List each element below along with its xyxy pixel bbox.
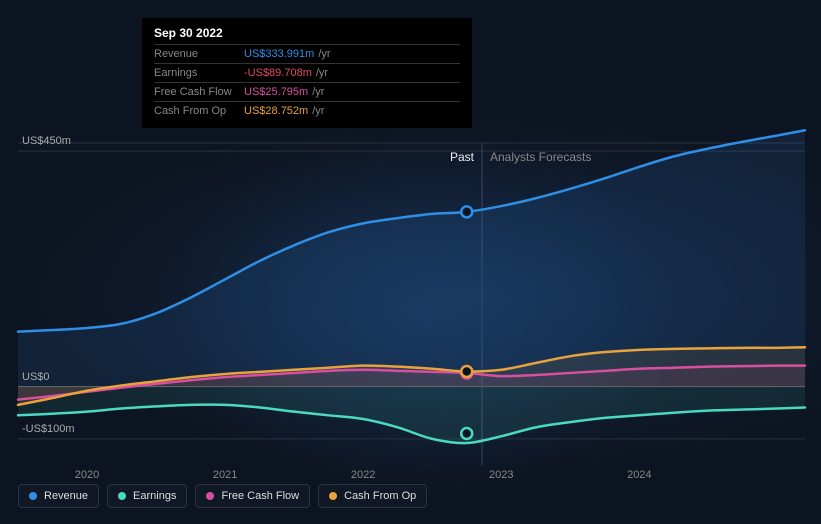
- tooltip-row-value: US$28.752m: [244, 105, 308, 117]
- legend-dot-icon: [206, 492, 214, 500]
- legend-dot-icon: [29, 492, 37, 500]
- y-axis-tick-label: US$450m: [22, 135, 71, 147]
- tooltip-row: Free Cash FlowUS$25.795m/yr: [154, 82, 460, 101]
- x-axis-tick-label: 2023: [489, 469, 513, 481]
- legend-dot-icon: [329, 492, 337, 500]
- legend-item-earnings[interactable]: Earnings: [107, 484, 187, 508]
- tooltip-row-label: Free Cash Flow: [154, 86, 244, 98]
- legend-item-fcf[interactable]: Free Cash Flow: [195, 484, 310, 508]
- tooltip-row: Cash From OpUS$28.752m/yr: [154, 101, 460, 120]
- legend-item-revenue[interactable]: Revenue: [18, 484, 99, 508]
- tooltip-row: RevenueUS$333.991m/yr: [154, 44, 460, 63]
- tooltip-date: Sep 30 2022: [154, 26, 460, 40]
- tooltip-row-label: Revenue: [154, 48, 244, 60]
- chart-legend: Revenue Earnings Free Cash Flow Cash From O…: [18, 484, 427, 508]
- marker-earnings: [461, 428, 472, 439]
- past-section-label: Past: [450, 150, 474, 164]
- x-axis-tick-label: 2021: [213, 469, 237, 481]
- y-axis-tick-label: -US$100m: [22, 423, 75, 435]
- chart-tooltip: Sep 30 2022 RevenueUS$333.991m/yrEarning…: [142, 18, 472, 128]
- legend-item-cfo[interactable]: Cash From Op: [318, 484, 427, 508]
- tooltip-row-value: -US$89.708m: [244, 67, 312, 79]
- x-axis-tick-label: 2024: [627, 469, 651, 481]
- y-axis-tick-label: US$0: [22, 371, 50, 383]
- x-axis-tick-label: 2022: [351, 469, 375, 481]
- legend-item-label: Earnings: [133, 490, 176, 502]
- tooltip-row-value: US$333.991m: [244, 48, 314, 60]
- legend-item-label: Free Cash Flow: [221, 490, 299, 502]
- legend-dot-icon: [118, 492, 126, 500]
- tooltip-row-unit: /yr: [312, 105, 324, 117]
- financials-chart-container: { "layout": { "width": 821, "height": 52…: [0, 0, 821, 524]
- tooltip-row: Earnings-US$89.708m/yr: [154, 63, 460, 82]
- tooltip-row-unit: /yr: [318, 48, 330, 60]
- tooltip-row-unit: /yr: [316, 67, 328, 79]
- tooltip-row-value: US$25.795m: [244, 86, 308, 98]
- tooltip-row-label: Earnings: [154, 67, 244, 79]
- tooltip-rows: RevenueUS$333.991m/yrEarnings-US$89.708m…: [154, 44, 460, 120]
- marker-cfo: [461, 366, 472, 377]
- x-axis-tick-label: 2020: [75, 469, 99, 481]
- legend-item-label: Revenue: [44, 490, 88, 502]
- tooltip-row-unit: /yr: [312, 86, 324, 98]
- tooltip-row-label: Cash From Op: [154, 105, 244, 117]
- legend-item-label: Cash From Op: [344, 490, 416, 502]
- marker-revenue: [461, 206, 472, 217]
- forecast-section-label: Analysts Forecasts: [490, 150, 591, 164]
